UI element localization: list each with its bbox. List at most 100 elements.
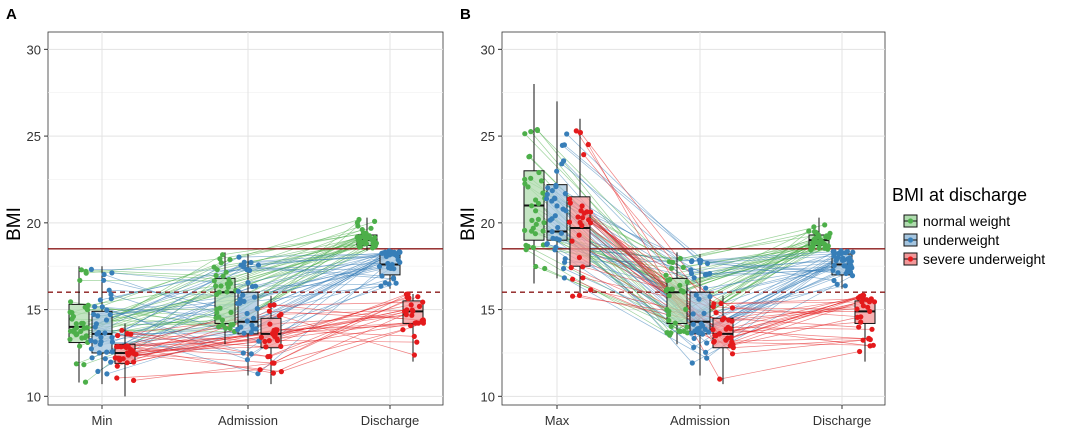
data-point: [706, 329, 712, 335]
data-points: [522, 127, 878, 382]
data-point: [689, 258, 695, 264]
data-point: [858, 319, 864, 325]
data-point: [730, 342, 736, 348]
data-point: [523, 247, 529, 253]
data-point: [125, 343, 131, 349]
data-point: [528, 129, 534, 135]
data-point: [73, 361, 79, 367]
y-tick-label: 20: [27, 216, 41, 231]
data-point: [711, 339, 717, 345]
data-point: [274, 337, 281, 344]
data-point: [81, 325, 87, 331]
data-point: [841, 263, 847, 269]
data-point: [694, 326, 701, 332]
x-tick-label: Min: [92, 413, 113, 428]
data-point: [535, 216, 542, 222]
data-point: [567, 196, 573, 202]
data-point: [420, 320, 426, 326]
data-point: [680, 289, 687, 295]
data-point: [712, 333, 718, 339]
data-point: [115, 355, 121, 361]
data-point: [363, 241, 369, 247]
y-tick-label: 30: [481, 42, 495, 57]
legend-key-point: [907, 256, 914, 262]
data-point: [92, 339, 98, 345]
data-point: [729, 305, 736, 311]
data-point: [214, 306, 220, 312]
x-tick-label: Max: [545, 413, 570, 428]
data-point: [214, 310, 220, 316]
data-point: [727, 326, 734, 332]
data-point: [273, 331, 279, 337]
data-point: [701, 310, 707, 316]
data-point: [108, 291, 114, 298]
data-point: [265, 354, 271, 360]
y-tick-label: 10: [27, 389, 41, 404]
data-point: [522, 227, 528, 233]
data-point: [554, 203, 560, 209]
data-point: [561, 142, 568, 148]
data-point: [825, 245, 831, 251]
data-point: [566, 219, 573, 225]
data-point: [101, 277, 107, 283]
data-point: [278, 369, 284, 375]
data-point: [97, 341, 103, 347]
data-point: [683, 306, 689, 312]
data-point: [585, 141, 591, 148]
data-point: [257, 367, 263, 373]
data-point: [561, 265, 567, 272]
data-point: [255, 371, 261, 377]
data-point: [409, 312, 415, 318]
data-point: [549, 229, 555, 235]
data-point: [841, 257, 847, 263]
data-point: [696, 296, 702, 302]
x-tick-label: Discharge: [361, 413, 420, 428]
data-point: [811, 229, 818, 235]
data-point: [95, 313, 101, 319]
data-point: [241, 330, 247, 336]
data-point: [114, 363, 120, 369]
data-point: [864, 297, 870, 303]
data-point: [386, 248, 392, 254]
y-tick-label: 25: [27, 129, 41, 144]
data-point: [831, 249, 837, 255]
data-point: [865, 304, 871, 310]
data-point: [411, 352, 417, 358]
data-point: [854, 314, 861, 320]
box-body: [91, 310, 113, 354]
data-point: [71, 327, 77, 333]
data-point: [579, 203, 585, 209]
data-point: [224, 289, 230, 295]
data-point: [580, 264, 586, 270]
data-point: [808, 244, 814, 251]
data-point: [681, 328, 687, 334]
data-point: [666, 312, 672, 318]
data-point: [109, 270, 115, 276]
data-point: [540, 228, 546, 234]
data-point: [711, 301, 717, 307]
data-point: [269, 360, 276, 366]
data-point: [228, 309, 234, 315]
data-point: [811, 224, 817, 230]
data-point: [544, 191, 550, 197]
data-point: [822, 222, 828, 228]
data-point: [581, 210, 587, 216]
data-point: [77, 277, 83, 283]
data-point: [677, 255, 683, 262]
legend-key-point: [907, 237, 914, 243]
data-point: [404, 307, 410, 313]
data-point: [534, 127, 541, 134]
data-point: [380, 250, 386, 256]
data-point: [666, 317, 672, 324]
data-point: [267, 302, 273, 309]
data-point: [723, 326, 729, 332]
data-point: [244, 318, 250, 324]
legend-key-point: [907, 218, 914, 224]
data-point: [857, 348, 863, 355]
data-point: [88, 338, 94, 344]
data-point: [530, 244, 536, 251]
data-point: [95, 368, 101, 374]
data-point: [415, 294, 421, 300]
data-point: [93, 321, 99, 327]
data-point: [248, 351, 254, 357]
